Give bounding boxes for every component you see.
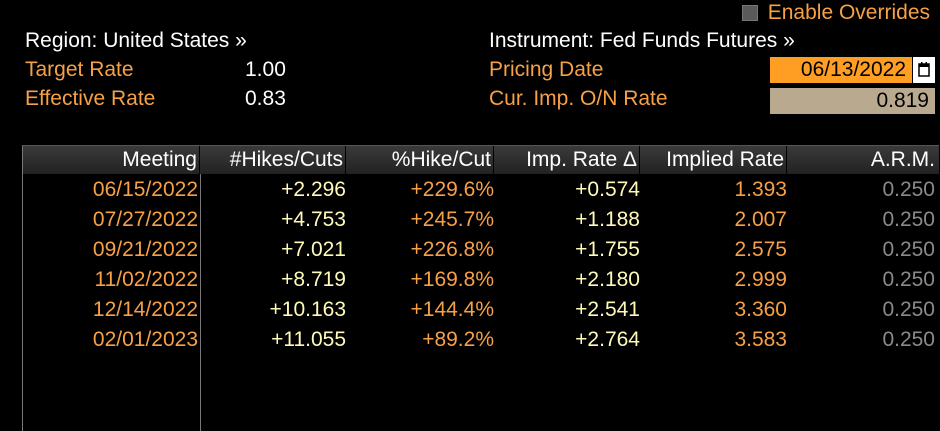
meeting-date: 12/14/2022 [92,298,198,321]
pct-hike-value: +144.4% [410,298,495,321]
implied-rate-value: 3.583 [734,328,787,351]
imp-rate-delta-value: +2.541 [575,298,640,321]
instrument-link[interactable]: Instrument: Fed Funds Futures » [489,29,795,52]
pct-hike-value: +229.6% [410,178,495,201]
hikes-cuts-value: +7.021 [281,238,346,261]
implied-rate-value: 2.007 [734,208,787,231]
override-checkbox[interactable] [741,5,758,21]
imp-rate-delta-value: +0.574 [575,178,640,201]
arm-value: 0.250 [882,238,935,261]
pricing-date-label: Pricing Date [489,58,604,81]
meeting-date: 07/27/2022 [92,208,198,231]
region-link[interactable]: Region: United States » [25,29,247,52]
arm-value: 0.250 [882,328,935,351]
imp-rate-delta-value: +2.180 [575,268,640,291]
meeting-date: 02/01/2023 [92,328,198,351]
header-imp-rate-delta[interactable]: Imp. Rate Δ [494,146,640,174]
meeting-date: 11/02/2022 [94,268,198,291]
meetings-table: Meeting #Hikes/Cuts %Hike/Cut Imp. Rate … [22,145,939,431]
header-hikes-cuts[interactable]: #Hikes/Cuts [200,146,346,174]
table-row[interactable]: 09/21/2022 +7.021 +226.8% +1.755 2.575 0… [23,235,939,265]
table-header: Meeting #Hikes/Cuts %Hike/Cut Imp. Rate … [23,146,939,174]
target-rate-label: Target Rate [25,58,134,81]
pct-hike-value: +245.7% [410,208,495,231]
implied-rate-value: 3.360 [734,298,787,321]
implied-rate-value: 2.999 [734,268,787,291]
hikes-cuts-value: +4.753 [281,208,346,231]
arm-value: 0.250 [882,178,935,201]
calendar-icon [918,62,930,77]
hikes-cuts-value: +8.719 [281,268,346,291]
enable-overrides-toggle[interactable]: Enable Overrides [741,1,930,25]
arm-value: 0.250 [882,268,935,291]
hikes-cuts-value: +10.163 [269,298,347,321]
implied-rate-value: 2.575 [734,238,787,261]
on-rate-label: Cur. Imp. O/N Rate [489,87,668,110]
on-rate-input[interactable]: 0.819 [770,88,935,114]
pct-hike-value: +89.2% [422,328,494,351]
target-rate-value: 1.00 [245,58,286,81]
header-implied-rate[interactable]: Implied Rate [640,146,787,174]
imp-rate-delta-value: +1.755 [575,238,640,261]
effective-rate-value: 0.83 [245,87,286,110]
header-meeting[interactable]: Meeting [23,146,200,174]
arm-value: 0.250 [882,298,935,321]
table-row[interactable]: 02/01/2023 +11.055 +89.2% +2.764 3.583 0… [23,325,939,355]
meeting-date: 09/21/2022 [92,238,198,261]
table-row[interactable]: 07/27/2022 +4.753 +245.7% +1.188 2.007 0… [23,205,939,235]
table-row[interactable]: 12/14/2022 +10.163 +144.4% +2.541 3.360 … [23,295,939,325]
implied-rate-value: 1.393 [734,178,787,201]
effective-rate-label: Effective Rate [25,87,156,110]
arm-value: 0.250 [882,208,935,231]
column-divider [200,174,201,431]
imp-rate-delta-value: +1.188 [575,208,640,231]
table-row[interactable]: 06/15/2022 +2.296 +229.6% +0.574 1.393 0… [23,175,939,205]
hikes-cuts-value: +2.296 [281,178,346,201]
pct-hike-value: +226.8% [410,238,495,261]
calendar-button[interactable] [913,57,935,83]
imp-rate-delta-value: +2.764 [575,328,640,351]
table-row[interactable]: 11/02/2022 +8.719 +169.8% +2.180 2.999 0… [23,265,939,295]
hikes-cuts-value: +11.055 [271,328,346,351]
pct-hike-value: +169.8% [410,268,495,291]
header-pct-hike-cut[interactable]: %Hike/Cut [346,146,494,174]
header-arm[interactable]: A.R.M. [870,148,935,171]
meeting-date: 06/15/2022 [92,178,198,201]
pricing-date-input[interactable]: 06/13/2022 [770,57,912,83]
override-label: Enable Overrides [767,1,930,24]
